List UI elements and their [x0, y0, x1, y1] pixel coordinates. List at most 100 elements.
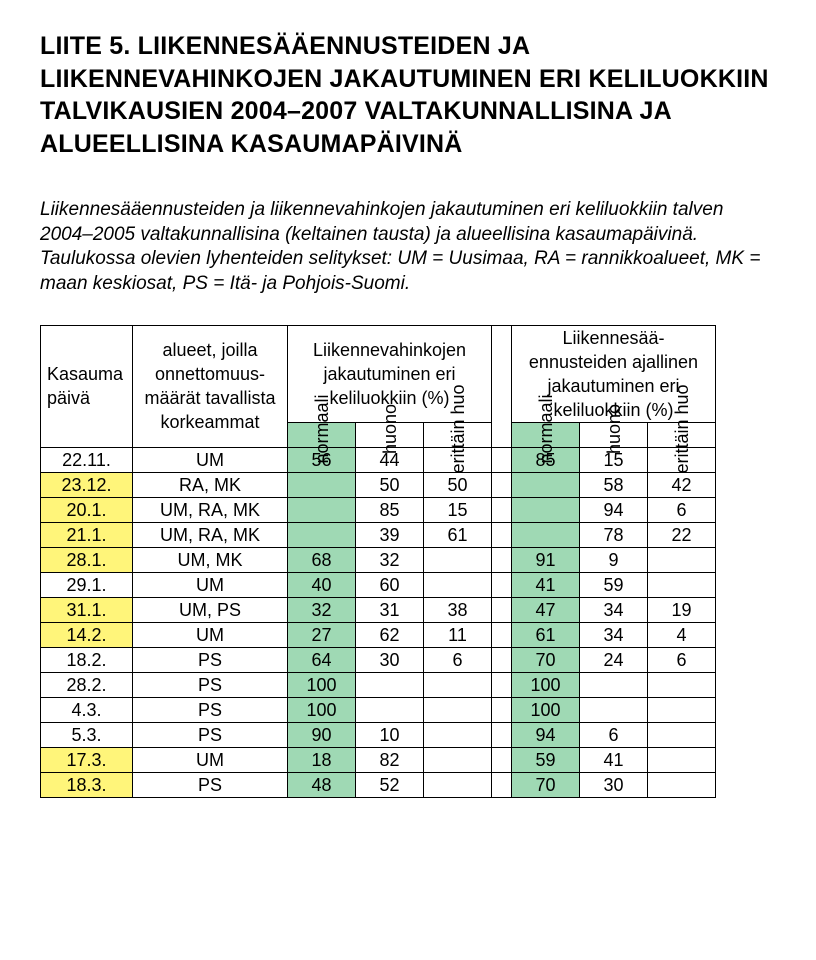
cell-g1-huono: 31	[356, 597, 424, 622]
cell-g1-erittain: 61	[424, 522, 492, 547]
cell-g1-erittain	[424, 547, 492, 572]
cell-g2-huono: 30	[580, 772, 648, 797]
cell-gap	[492, 747, 512, 772]
cell-g1-huono	[356, 697, 424, 722]
cell-g2-normaali: 70	[512, 647, 580, 672]
cell-gap	[492, 447, 512, 472]
cell-date: 29.1.	[41, 572, 133, 597]
cell-areas: UM	[133, 622, 288, 647]
cell-date: 22.11.	[41, 447, 133, 472]
cell-g2-erittain	[648, 772, 716, 797]
header-g1-huono: huono	[356, 422, 424, 447]
cell-areas: UM, RA, MK	[133, 522, 288, 547]
cell-areas: UM	[133, 747, 288, 772]
cell-g1-erittain	[424, 772, 492, 797]
cell-g2-erittain: 42	[648, 472, 716, 497]
cell-g2-normaali: 47	[512, 597, 580, 622]
cell-g1-normaali: 68	[288, 547, 356, 572]
cell-g1-normaali	[288, 497, 356, 522]
cell-g2-erittain	[648, 697, 716, 722]
cell-areas: PS	[133, 722, 288, 747]
cell-g2-erittain: 19	[648, 597, 716, 622]
cell-g2-normaali: 91	[512, 547, 580, 572]
cell-g1-normaali	[288, 522, 356, 547]
cell-g1-huono: 32	[356, 547, 424, 572]
cell-gap	[492, 572, 512, 597]
table-row: 28.1.UM, MK6832919	[41, 547, 716, 572]
page: LIITE 5. LIIKENNESÄÄENNUSTEIDEN JA LIIKE…	[0, 0, 816, 838]
cell-g2-normaali	[512, 497, 580, 522]
header-kasauma: Kasauma päivä	[41, 325, 133, 447]
cell-g1-normaali: 64	[288, 647, 356, 672]
cell-date: 28.2.	[41, 672, 133, 697]
cell-g2-normaali: 100	[512, 697, 580, 722]
cell-g2-huono: 34	[580, 597, 648, 622]
cell-gap	[492, 647, 512, 672]
cell-date: 18.2.	[41, 647, 133, 672]
cell-g2-huono	[580, 672, 648, 697]
cell-date: 14.2.	[41, 622, 133, 647]
cell-g2-huono: 78	[580, 522, 648, 547]
cell-g1-huono: 10	[356, 722, 424, 747]
cell-g1-normaali: 40	[288, 572, 356, 597]
cell-g1-erittain: 6	[424, 647, 492, 672]
cell-g1-normaali	[288, 472, 356, 497]
header-gap	[492, 325, 512, 447]
table-row: 20.1.UM, RA, MK8515946	[41, 497, 716, 522]
cell-gap	[492, 522, 512, 547]
cell-g1-normaali: 32	[288, 597, 356, 622]
cell-g2-huono: 58	[580, 472, 648, 497]
cell-g2-huono: 9	[580, 547, 648, 572]
cell-g2-erittain	[648, 672, 716, 697]
cell-gap	[492, 597, 512, 622]
cell-g2-huono: 41	[580, 747, 648, 772]
table-header: Kasauma päivä alueet, joilla onnettomuus…	[41, 325, 716, 447]
cell-date: 21.1.	[41, 522, 133, 547]
cell-g1-erittain: 11	[424, 622, 492, 647]
cell-g1-erittain	[424, 697, 492, 722]
cell-gap	[492, 672, 512, 697]
table-row: 17.3.UM18825941	[41, 747, 716, 772]
cell-g2-erittain	[648, 572, 716, 597]
cell-g2-erittain	[648, 722, 716, 747]
cell-date: 18.3.	[41, 772, 133, 797]
header-g2-huono: huono	[580, 422, 648, 447]
cell-g2-erittain: 6	[648, 647, 716, 672]
table-row: 14.2.UM27621161344	[41, 622, 716, 647]
cell-g2-normaali: 41	[512, 572, 580, 597]
cell-g2-huono: 34	[580, 622, 648, 647]
header-g1-erittain: erittäin huo	[424, 422, 492, 447]
cell-g2-huono: 59	[580, 572, 648, 597]
cell-gap	[492, 697, 512, 722]
cell-g2-normaali: 70	[512, 772, 580, 797]
cell-areas: UM, PS	[133, 597, 288, 622]
cell-g1-erittain: 50	[424, 472, 492, 497]
page-title: LIITE 5. LIIKENNESÄÄENNUSTEIDEN JA LIIKE…	[40, 30, 776, 160]
table-row: 21.1.UM, RA, MK39617822	[41, 522, 716, 547]
table-row: 4.3.PS100100	[41, 697, 716, 722]
table-row: 18.3.PS48527030	[41, 772, 716, 797]
cell-g1-normaali: 100	[288, 697, 356, 722]
cell-areas: UM	[133, 572, 288, 597]
cell-date: 4.3.	[41, 697, 133, 722]
table-row: 23.12.RA, MK50505842	[41, 472, 716, 497]
cell-g1-normaali: 90	[288, 722, 356, 747]
cell-g1-huono: 85	[356, 497, 424, 522]
cell-date: 31.1.	[41, 597, 133, 622]
cell-areas: PS	[133, 647, 288, 672]
cell-g1-huono: 82	[356, 747, 424, 772]
header-g2-normaali: normaali	[512, 422, 580, 447]
cell-g1-huono: 60	[356, 572, 424, 597]
table-row: 29.1.UM4060 4159	[41, 572, 716, 597]
cell-date: 17.3.	[41, 747, 133, 772]
cell-g2-huono: 24	[580, 647, 648, 672]
cell-g1-erittain: 15	[424, 497, 492, 522]
cell-g1-normaali: 27	[288, 622, 356, 647]
data-table: Kasauma päivä alueet, joilla onnettomuus…	[40, 325, 716, 798]
cell-g1-normaali: 100	[288, 672, 356, 697]
cell-g2-erittain	[648, 547, 716, 572]
cell-g1-huono: 30	[356, 647, 424, 672]
cell-g2-huono: 6	[580, 722, 648, 747]
cell-areas: UM, MK	[133, 547, 288, 572]
table-row: 5.3.PS9010946	[41, 722, 716, 747]
